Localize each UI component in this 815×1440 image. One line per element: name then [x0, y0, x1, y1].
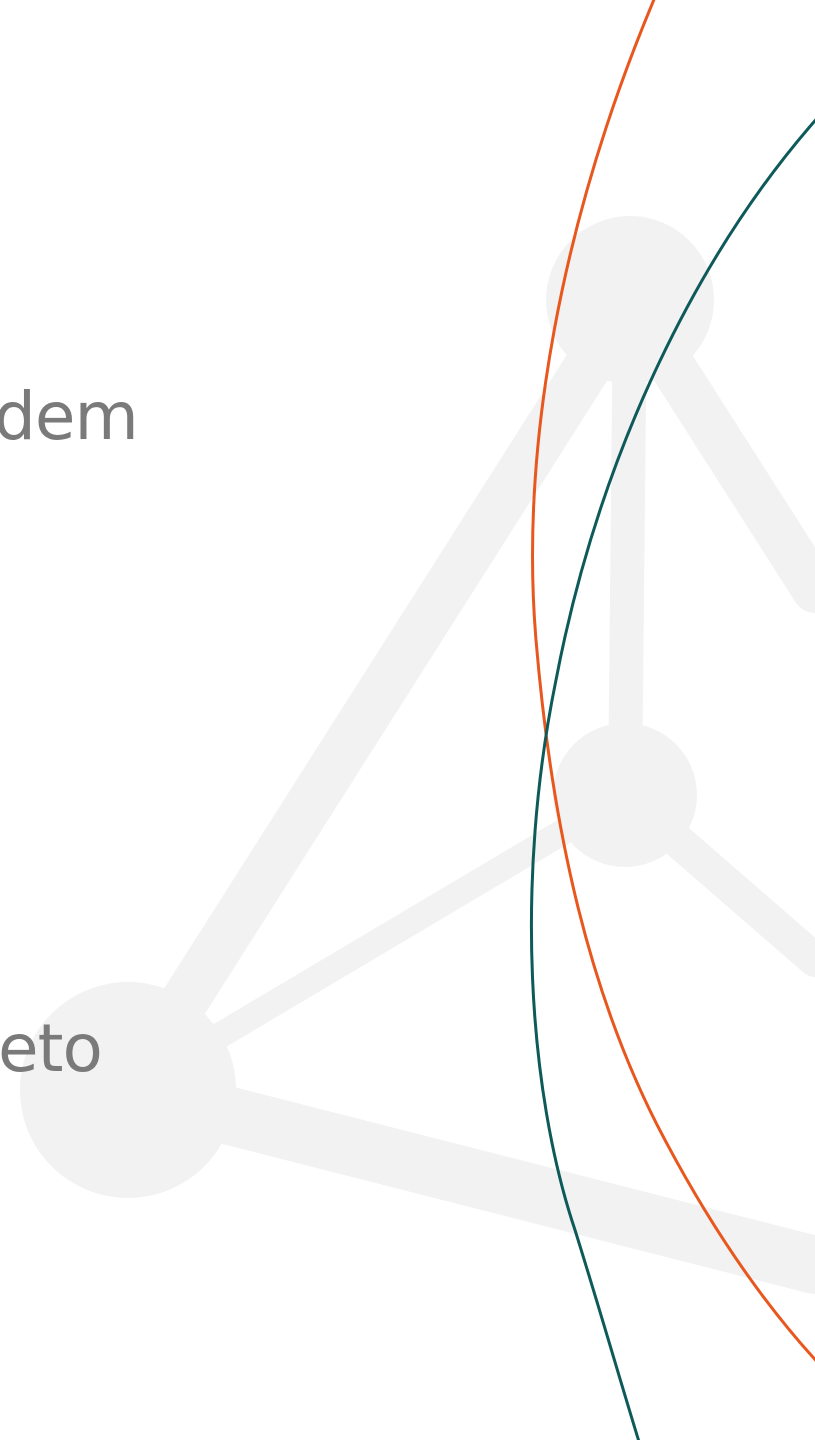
partial-body-text: eto — [0, 1010, 103, 1087]
orange-arc — [531, 0, 815, 1362]
teal-arc — [529, 118, 815, 1440]
network-node — [20, 982, 236, 1198]
network-node — [546, 216, 714, 384]
bond-line — [104, 276, 654, 1114]
partial-heading-text: dem — [0, 378, 139, 455]
bond-line — [99, 1061, 815, 1294]
network-node — [553, 723, 697, 867]
